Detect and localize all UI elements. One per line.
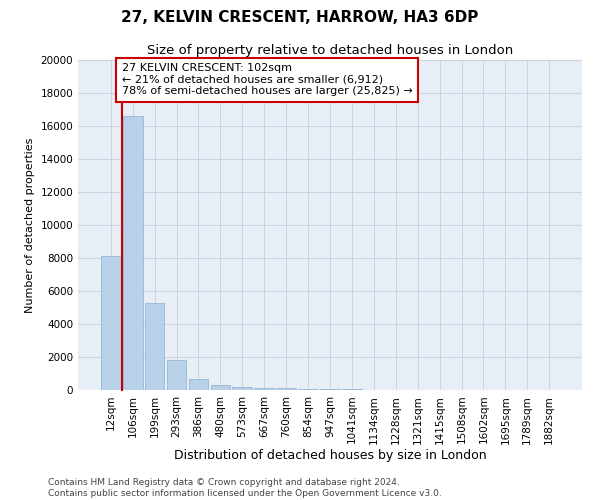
X-axis label: Distribution of detached houses by size in London: Distribution of detached houses by size … bbox=[173, 449, 487, 462]
Bar bbox=[232, 387, 252, 390]
Bar bbox=[211, 384, 230, 390]
Text: 27 KELVIN CRESCENT: 102sqm
← 21% of detached houses are smaller (6,912)
78% of s: 27 KELVIN CRESCENT: 102sqm ← 21% of deta… bbox=[122, 64, 412, 96]
Bar bbox=[188, 380, 208, 390]
Bar bbox=[145, 302, 164, 390]
Bar bbox=[276, 388, 296, 390]
Bar bbox=[101, 256, 121, 390]
Y-axis label: Number of detached properties: Number of detached properties bbox=[25, 138, 35, 312]
Title: Size of property relative to detached houses in London: Size of property relative to detached ho… bbox=[147, 44, 513, 58]
Text: Contains HM Land Registry data © Crown copyright and database right 2024.
Contai: Contains HM Land Registry data © Crown c… bbox=[48, 478, 442, 498]
Bar bbox=[254, 388, 274, 390]
Text: 27, KELVIN CRESCENT, HARROW, HA3 6DP: 27, KELVIN CRESCENT, HARROW, HA3 6DP bbox=[121, 10, 479, 25]
Bar bbox=[167, 360, 187, 390]
Bar bbox=[123, 116, 143, 390]
Bar bbox=[298, 389, 318, 390]
Bar bbox=[320, 389, 340, 390]
